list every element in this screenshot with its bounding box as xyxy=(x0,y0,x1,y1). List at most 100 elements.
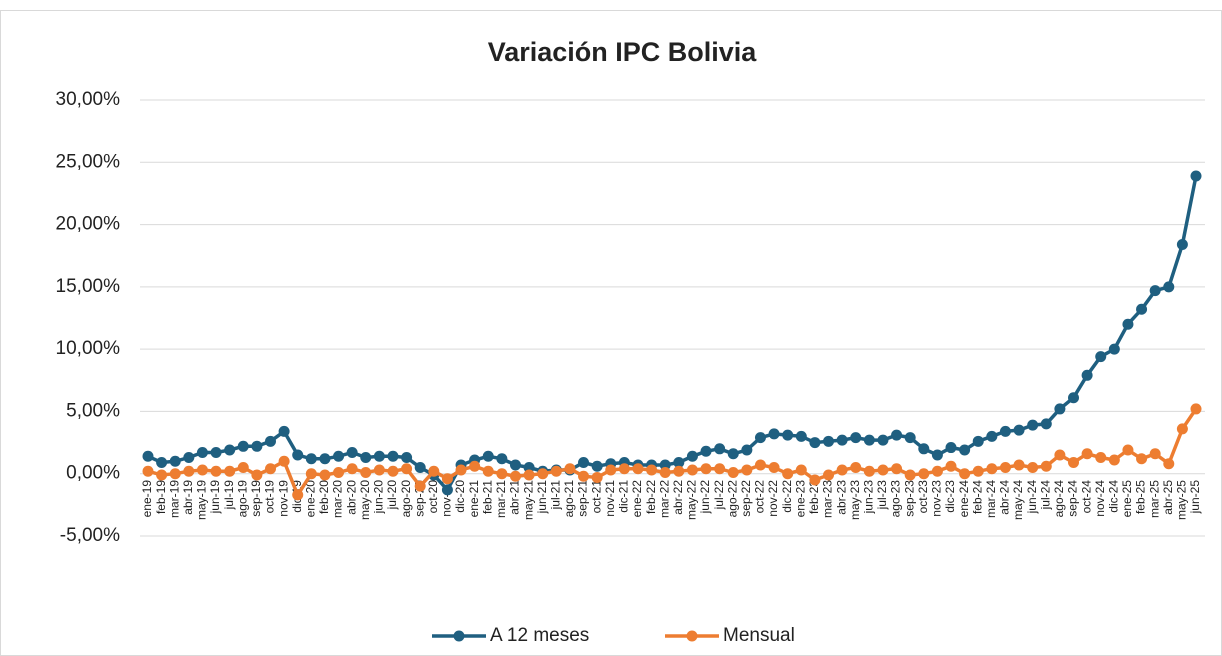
data-point xyxy=(537,468,549,480)
data-point xyxy=(264,435,276,447)
data-point xyxy=(605,464,617,476)
x-tick-label: sep-23 xyxy=(902,480,916,517)
data-point xyxy=(768,428,780,440)
data-point xyxy=(1054,449,1066,461)
y-tick-label: 5,00% xyxy=(66,400,120,421)
data-point xyxy=(1027,461,1039,473)
data-point xyxy=(809,474,821,486)
data-point xyxy=(210,465,222,477)
x-tick-label: may-23 xyxy=(848,480,862,520)
data-point xyxy=(183,452,195,464)
data-point xyxy=(795,430,807,442)
data-point xyxy=(999,425,1011,437)
data-point xyxy=(509,459,521,471)
data-point xyxy=(319,469,331,481)
y-tick-label: 0,00% xyxy=(66,463,120,484)
x-tick-label: ene-23 xyxy=(793,480,807,518)
x-tick-label: mar-25 xyxy=(1147,480,1161,518)
x-tick-label: oct-24 xyxy=(1079,480,1093,514)
x-tick-label: mar-21 xyxy=(494,480,508,518)
x-tick-label: abr-25 xyxy=(1161,480,1175,515)
data-point xyxy=(659,466,671,478)
data-point xyxy=(673,457,685,469)
x-tick-label: mar-24 xyxy=(984,480,998,518)
x-tick-label: jul-21 xyxy=(548,480,562,511)
data-point xyxy=(360,466,372,478)
x-tick-label: abr-23 xyxy=(834,480,848,515)
data-point xyxy=(346,463,358,475)
x-tick-label: mar-23 xyxy=(821,480,835,518)
data-point xyxy=(632,463,644,475)
data-point xyxy=(333,450,345,462)
data-point xyxy=(373,450,385,462)
data-point xyxy=(782,468,794,480)
data-point xyxy=(1176,239,1188,251)
data-point xyxy=(1108,343,1120,355)
data-point xyxy=(401,452,413,464)
x-tick-label: nov-22 xyxy=(766,480,780,517)
data-point xyxy=(387,465,399,477)
data-point xyxy=(673,465,685,477)
data-point xyxy=(836,464,848,476)
data-point xyxy=(142,450,154,462)
data-point xyxy=(414,480,426,492)
data-point xyxy=(360,452,372,464)
data-point xyxy=(727,448,739,460)
x-tick-label: feb-24 xyxy=(970,480,984,514)
x-tick-label: jun-20 xyxy=(372,480,386,515)
data-point xyxy=(891,463,903,475)
data-point xyxy=(1149,448,1161,460)
data-point xyxy=(441,473,453,485)
x-tick-label: sep-22 xyxy=(739,480,753,517)
legend-marker xyxy=(686,630,698,642)
x-tick-label: ago-23 xyxy=(889,480,903,518)
data-point xyxy=(591,460,603,472)
x-tick-label: jun-22 xyxy=(698,480,712,515)
data-point xyxy=(1163,458,1175,470)
data-point xyxy=(401,463,413,475)
data-point xyxy=(999,461,1011,473)
x-tick-label: dic-21 xyxy=(617,480,631,513)
x-tick-label: ago-24 xyxy=(1052,480,1066,518)
x-tick-label: nov-21 xyxy=(603,480,617,517)
x-tick-label: sep-19 xyxy=(249,480,263,517)
x-tick-label: ene-22 xyxy=(630,480,644,518)
x-tick-label: jun-23 xyxy=(862,480,876,515)
data-point xyxy=(346,447,358,459)
data-point xyxy=(509,470,521,482)
data-point xyxy=(305,453,317,465)
data-point xyxy=(714,443,726,455)
data-point xyxy=(1095,452,1107,464)
data-point xyxy=(959,444,971,456)
x-tick-label: jul-20 xyxy=(385,480,399,511)
data-point xyxy=(319,453,331,465)
y-tick-label: 30,00% xyxy=(56,89,121,110)
x-tick-label: oct-23 xyxy=(916,480,930,514)
data-point xyxy=(1108,454,1120,466)
x-tick-label: may-25 xyxy=(1175,480,1189,520)
data-point xyxy=(754,459,766,471)
data-point xyxy=(714,463,726,475)
data-point xyxy=(482,465,494,477)
x-tick-label: ene-21 xyxy=(467,480,481,518)
data-point xyxy=(782,429,794,441)
x-tick-label: dic-22 xyxy=(780,480,794,513)
x-tick-label: dic-23 xyxy=(943,480,957,513)
data-point xyxy=(196,464,208,476)
x-tick-label: oct-19 xyxy=(263,480,277,514)
chart-title: Variación IPC Bolivia xyxy=(488,37,758,67)
x-tick-label: jul-24 xyxy=(1038,480,1052,511)
data-point xyxy=(1136,453,1148,465)
data-point xyxy=(931,449,943,461)
data-point xyxy=(836,434,848,446)
data-point xyxy=(823,469,835,481)
data-point xyxy=(578,470,590,482)
data-point xyxy=(1040,460,1052,472)
x-tick-label: feb-21 xyxy=(480,480,494,514)
x-tick-label: abr-22 xyxy=(671,480,685,515)
x-tick-label: may-22 xyxy=(685,480,699,520)
data-point xyxy=(578,457,590,469)
data-point xyxy=(251,469,263,481)
data-point xyxy=(618,463,630,475)
data-point xyxy=(469,460,481,472)
